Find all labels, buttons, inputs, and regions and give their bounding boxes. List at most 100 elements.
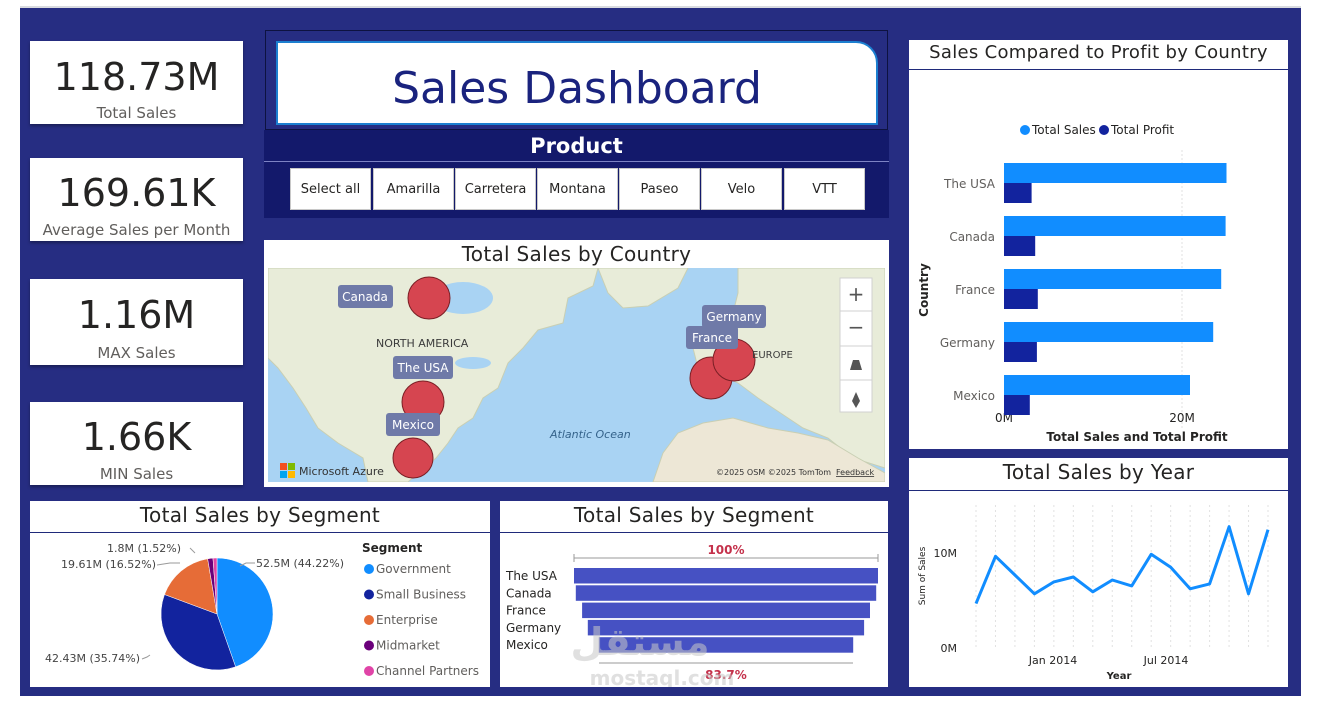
kpi-label: MAX Sales	[97, 344, 176, 362]
map-label-mexico: Mexico	[386, 413, 440, 436]
category-label-germany: Germany	[940, 336, 995, 350]
bubble-canada[interactable]	[407, 276, 451, 320]
bar-total-sales-the-usa[interactable]	[1004, 163, 1227, 183]
legend-label-sales: Total Sales	[1031, 123, 1096, 137]
year-chart-title: Total Sales by Year	[1002, 460, 1195, 484]
map-svg[interactable]: Canada Germany France The USA Mexico NOR…	[268, 268, 885, 482]
profit-chart-svg: Total Sales Total Profit Country 0M 20M …	[917, 123, 1228, 444]
bar-total-sales-mexico[interactable]	[1004, 375, 1190, 395]
map-title: Total Sales by Country	[461, 242, 692, 266]
slicer-option-amarilla[interactable]: Amarilla	[373, 168, 454, 210]
x-tick-jul-2014: Jul 2014	[1143, 654, 1189, 667]
microsoft-logo-icon	[280, 463, 295, 478]
funnel-label-the-usa: The USA	[505, 569, 558, 583]
kpi-label: MIN Sales	[99, 465, 174, 483]
legend-marker-government	[364, 564, 374, 574]
bar-total-sales-germany[interactable]	[1004, 322, 1214, 342]
legend-label-enterprise[interactable]: Enterprise	[376, 613, 438, 627]
slicer-option-paseo[interactable]: Paseo	[619, 168, 700, 210]
product-slicer: Product Select all Amarilla Carretera Mo…	[264, 130, 889, 218]
pie-slice-government[interactable]	[216, 557, 274, 668]
legend-label-profit: Total Profit	[1110, 123, 1174, 137]
funnel-bar-mexico[interactable]	[598, 637, 854, 653]
category-label-canada: Canada	[949, 230, 995, 244]
segment-pie-panel: Total Sales by Segment 52.5M (44.22%) 42…	[30, 501, 490, 687]
x-axis-title: Year	[1106, 671, 1132, 682]
region-label-atlantic: Atlantic Ocean	[549, 428, 631, 441]
profit-chart-title: Sales Compared to Profit by Country	[929, 42, 1268, 63]
bar-total-profit-canada[interactable]	[1004, 236, 1036, 256]
y-axis-title: Sum of Sales	[918, 546, 928, 605]
kpi-value: 1.16M	[77, 293, 196, 337]
funnel-bottom-percent: 83.7%	[705, 668, 747, 682]
legend-label-small-business[interactable]: Small Business	[376, 588, 466, 602]
sales-line-series[interactable]	[974, 525, 1270, 605]
map-label-usa: The USA	[393, 356, 453, 379]
bar-total-profit-mexico[interactable]	[1004, 395, 1030, 415]
bar-total-sales-canada[interactable]	[1004, 216, 1226, 236]
bar-total-profit-france[interactable]	[1004, 289, 1038, 309]
funnel-bar-germany[interactable]	[587, 619, 865, 636]
watermark-arabic: مستقل	[571, 620, 710, 664]
kpi-value: 118.73M	[53, 55, 220, 99]
legend-label-government[interactable]: Government	[376, 562, 451, 576]
top-border	[20, 6, 1301, 9]
slicer-option-vtt[interactable]: VTT	[784, 168, 865, 210]
kpi-card-average-sales: 169.61K Average Sales per Month	[30, 158, 243, 241]
region-label-europe: EUROPE	[752, 350, 793, 361]
segment-pie-svg: 52.5M (44.22%) 42.43M (35.74%) 19.61M (1…	[45, 541, 479, 678]
slice-label-leaders	[141, 547, 255, 660]
great-lakes	[455, 357, 491, 369]
compass-icon[interactable]	[852, 392, 860, 408]
bar-total-sales-france[interactable]	[1004, 269, 1222, 289]
zoom-in-button[interactable]: +	[848, 282, 865, 306]
slice-label-enterprise: 19.61M (16.52%)	[61, 558, 156, 571]
kpi-value: 169.61K	[57, 171, 216, 215]
bar-total-profit-the-usa[interactable]	[1004, 183, 1032, 203]
kpi-card-total-sales: 118.73M Total Sales	[30, 41, 243, 124]
pie-slice-enterprise[interactable]	[164, 558, 218, 615]
slice-label-small-business: 42.43M (35.74%)	[45, 652, 140, 665]
zoom-out-button[interactable]: −	[848, 315, 865, 339]
funnel-bar-the-usa[interactable]	[574, 568, 878, 584]
map-feedback-link[interactable]: Feedback	[836, 468, 874, 477]
funnel-label-germany: Germany	[506, 621, 561, 635]
kpi-card-max-sales: 1.16M MAX Sales	[30, 279, 243, 365]
map-controls	[839, 277, 873, 413]
slice-label-midmarket: 1.8M (1.52%)	[107, 542, 181, 555]
funnel-label-france: France	[506, 604, 546, 618]
bar-total-profit-germany[interactable]	[1004, 342, 1037, 362]
map-label-germany: Germany	[702, 305, 766, 328]
funnel-label-mexico: Mexico	[506, 638, 548, 652]
svg-text:Canada: Canada	[342, 290, 388, 304]
funnel-bar-france[interactable]	[582, 602, 870, 619]
x-tick-jan-2014: Jan 2014	[1028, 654, 1077, 667]
slicer-option-carretera[interactable]: Carretera	[455, 168, 536, 210]
funnel-top-percent: 100%	[707, 543, 744, 557]
year-chart-panel: Total Sales by Year Sum of Sales 10M 0M …	[909, 458, 1288, 687]
segment-pie-title: Total Sales by Segment	[139, 503, 381, 527]
legend-marker-small-business	[364, 589, 374, 600]
category-label-the-usa: The USA	[943, 177, 996, 191]
funnel-bar-canada[interactable]	[575, 585, 877, 601]
slicer-option-select-all[interactable]: Select all	[290, 168, 371, 210]
kpi-value: 1.66K	[81, 415, 192, 459]
slicer-option-montana[interactable]: Montana	[537, 168, 618, 210]
slice-label-government: 52.5M (44.22%)	[256, 557, 344, 570]
title-divider	[30, 532, 490, 533]
legend-label-midmarket[interactable]: Midmarket	[376, 639, 440, 653]
bubble-mexico[interactable]	[392, 437, 434, 479]
pie-slice-channel-partners[interactable]	[212, 557, 218, 615]
profit-chart-panel: Sales Compared to Profit by Country Tota…	[909, 40, 1288, 449]
slicer-option-velo[interactable]: Velo	[701, 168, 782, 210]
tilt-icon[interactable]	[850, 360, 862, 370]
svg-text:The USA: The USA	[397, 361, 450, 375]
legend-label-channel-partners[interactable]: Channel Partners	[376, 664, 479, 678]
title-divider	[909, 490, 1288, 491]
map-panel: Total Sales by Country Canada Germany Fr…	[264, 240, 889, 487]
pie-slice-small-business[interactable]	[160, 594, 236, 671]
funnel-panel: Total Sales by Segment 100% 83.7% The US…	[500, 501, 888, 687]
legend-title: Segment	[362, 541, 423, 555]
page-title: Sales Dashboard	[392, 63, 762, 114]
slicer-divider	[264, 161, 889, 162]
